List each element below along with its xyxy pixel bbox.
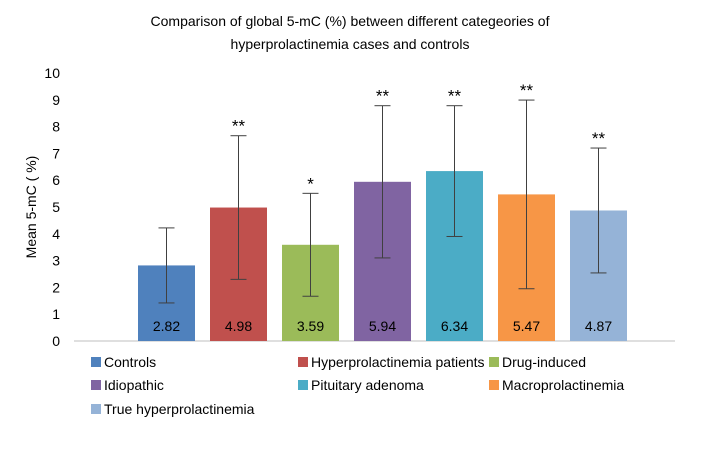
y-tick-label: 2 — [52, 279, 60, 295]
data-label: 6.34 — [441, 318, 468, 334]
legend-swatch — [91, 357, 101, 367]
y-tick-label: 8 — [52, 119, 60, 135]
legend-swatch — [489, 380, 499, 390]
significance-marker: ** — [592, 129, 606, 148]
legend-label: True hyperprolactinemia — [104, 401, 255, 417]
significance-marker: ** — [448, 87, 462, 106]
legend-label: Pituitary adenoma — [311, 377, 424, 393]
data-label: 3.59 — [297, 318, 324, 334]
y-tick-label: 9 — [52, 92, 60, 108]
legend-swatch — [298, 380, 308, 390]
legend-label: Idiopathic — [104, 377, 164, 393]
chart-title: Comparison of global 5-mC (%) between di… — [151, 13, 550, 52]
y-tick-label: 5 — [52, 199, 60, 215]
y-tick-label: 7 — [52, 145, 60, 161]
legend-label: Controls — [104, 354, 156, 370]
y-tick-label: 10 — [44, 65, 60, 81]
significance-marker: ** — [520, 81, 534, 100]
legend-swatch — [91, 380, 101, 390]
significance-marker: * — [307, 174, 314, 193]
y-tick-label: 1 — [52, 306, 60, 322]
chart-title-line-2: hyperprolactinemia cases and controls — [231, 36, 470, 52]
bars: 2.82 4.98 ** 3.59 * 5.94 ** 6.34 ** 5.47 ** 4.87 ** — [138, 81, 627, 341]
y-tick-label: 0 — [52, 333, 60, 349]
legend-swatch — [489, 357, 499, 367]
data-label: 4.87 — [585, 318, 612, 334]
data-label: 5.47 — [513, 318, 540, 334]
significance-marker: ** — [376, 87, 390, 106]
legend-label: Macroprolactinemia — [502, 377, 624, 393]
legend: Controls Hyperprolactinemia patients Drug-… — [91, 354, 624, 417]
chart-title-line-1: Comparison of global 5-mC (%) between di… — [151, 13, 550, 29]
data-label: 5.94 — [369, 318, 396, 334]
y-axis-label: Mean 5-mC ( %) — [23, 156, 39, 259]
data-label: 2.82 — [153, 318, 180, 334]
legend-label: Drug-induced — [502, 354, 586, 370]
significance-marker: ** — [232, 117, 246, 136]
y-tick-label: 6 — [52, 172, 60, 188]
legend-label: Hyperprolactinemia patients — [311, 354, 485, 370]
y-tick-label: 3 — [52, 253, 60, 269]
legend-swatch — [298, 357, 308, 367]
legend-swatch — [91, 404, 101, 414]
y-tick-label: 4 — [52, 226, 60, 242]
data-label: 4.98 — [225, 318, 252, 334]
